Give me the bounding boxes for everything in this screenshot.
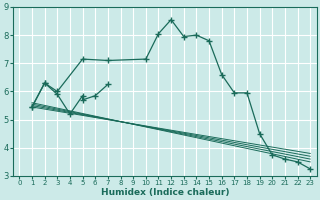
X-axis label: Humidex (Indice chaleur): Humidex (Indice chaleur) [100,188,229,197]
